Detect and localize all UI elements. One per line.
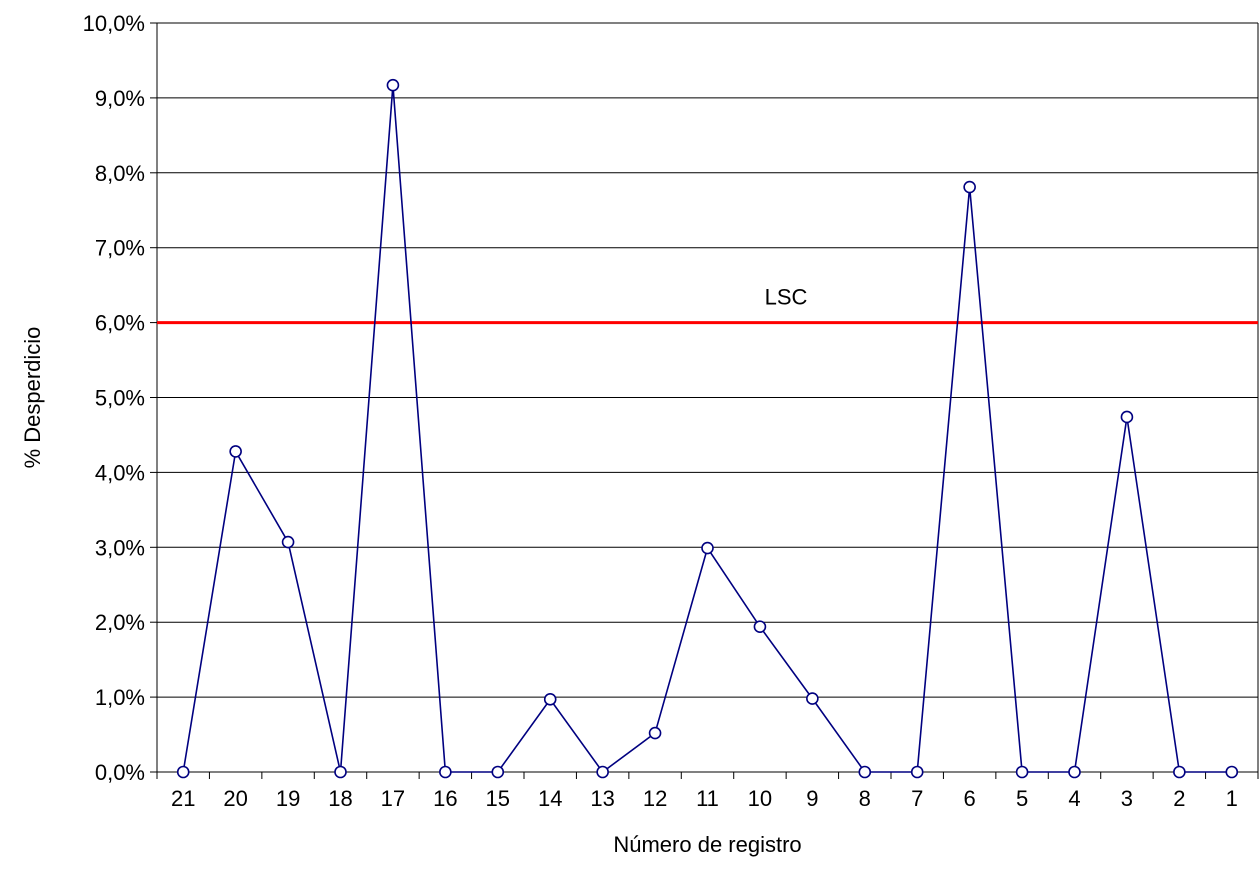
x-tick-labels: 21 20 19 18 17 16 15 14 13 12 11 10 9 8 7 6 5 4 3 2 1 <box>171 786 1238 811</box>
data-point <box>543 693 557 706</box>
data-point <box>281 535 295 549</box>
x-tick-label: 4 <box>1068 786 1080 811</box>
x-tick-label: 21 <box>171 786 195 811</box>
y-tick-label: 6,0% <box>95 311 145 336</box>
data-point <box>334 765 347 779</box>
data-point <box>491 765 505 779</box>
data-point <box>1068 765 1081 779</box>
data-point <box>806 692 819 705</box>
data-point <box>1173 765 1186 779</box>
data-point <box>753 620 767 633</box>
x-tick-label: 7 <box>911 786 923 811</box>
y-tick-label: 5,0% <box>95 386 145 411</box>
y-axis-title: % Desperdicio <box>20 327 45 469</box>
data-point <box>963 180 976 194</box>
x-tick-label: 2 <box>1173 786 1185 811</box>
series-line <box>182 85 1232 774</box>
y-tick-label: 0,0% <box>95 760 145 785</box>
y-tick-label: 7,0% <box>95 236 145 261</box>
data-point <box>1120 410 1134 424</box>
x-tick-label: 1 <box>1226 786 1238 811</box>
y-tick-label: 8,0% <box>95 161 145 186</box>
y-tick-labels: 0,0% 1,0% 2,0% 3,0% 4,0% 5,0% 6,0% 7,0% 8,0% 9,0%… <box>83 11 145 785</box>
gridlines <box>157 22 1258 698</box>
data-point <box>910 765 924 779</box>
x-axis-title: Número de registro <box>613 832 801 857</box>
data-point <box>386 78 400 92</box>
y-tick-label: 3,0% <box>95 535 145 560</box>
x-tick-label: 13 <box>590 786 614 811</box>
x-tick-label: 11 <box>696 786 719 811</box>
data-series <box>176 78 1239 779</box>
data-point <box>858 765 872 779</box>
y-tick-label: 1,0% <box>95 685 145 710</box>
control-limit-label: LSC <box>765 285 808 310</box>
x-tick-label: 6 <box>964 786 976 811</box>
data-point <box>596 765 609 779</box>
x-tick-label: 18 <box>328 786 352 811</box>
y-tick-label: 9,0% <box>95 86 145 111</box>
x-tick-label: 14 <box>538 786 562 811</box>
x-tick-label: 20 <box>223 786 247 811</box>
data-point <box>176 765 190 779</box>
x-tick-label: 15 <box>486 786 510 811</box>
data-point <box>648 726 662 740</box>
x-tick-label: 19 <box>276 786 300 811</box>
x-tick-label: 10 <box>748 786 772 811</box>
y-tick-label: 10,0% <box>83 11 145 36</box>
data-point <box>701 541 714 555</box>
x-tick-label: 9 <box>806 786 818 811</box>
data-point <box>439 765 452 779</box>
x-tick-label: 17 <box>381 786 405 811</box>
x-tick-label: 3 <box>1121 786 1133 811</box>
data-point <box>1015 765 1029 779</box>
y-tick-label: 4,0% <box>95 460 145 485</box>
data-point <box>1225 765 1239 779</box>
x-tick-label: 8 <box>859 786 871 811</box>
y-tick-label: 2,0% <box>95 610 145 635</box>
x-tick-label: 16 <box>433 786 457 811</box>
x-tick-label: 12 <box>643 786 667 811</box>
x-tick-label: 5 <box>1016 786 1028 811</box>
data-point <box>229 445 242 458</box>
